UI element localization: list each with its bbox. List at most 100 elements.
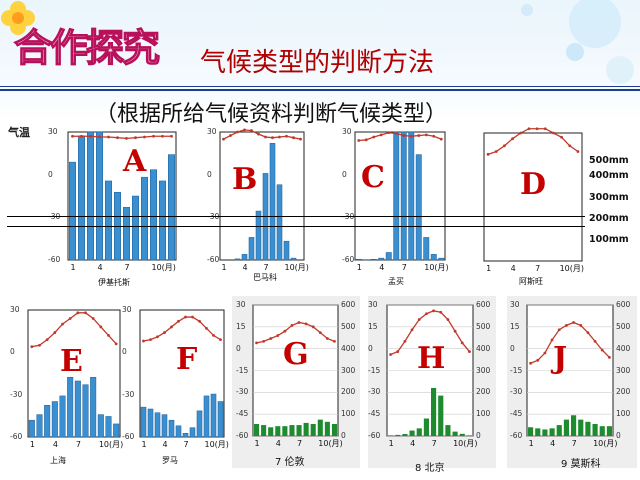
precipitation-bar: [241, 254, 248, 261]
temperature-line: [487, 128, 579, 155]
y2-tick-label: 400: [341, 343, 356, 353]
x-tick-label: 7: [76, 440, 81, 449]
precipitation-bar: [105, 416, 112, 438]
y2-tick-label: 300: [616, 365, 631, 375]
y2-tick-label: 200: [476, 387, 491, 397]
bubble-decoration: [566, 43, 584, 61]
x-tick-label: 1: [529, 439, 534, 448]
temperature-point: [432, 134, 436, 138]
y-tick-label: -60: [207, 255, 220, 264]
climate-chart-h: 1 4 7 10(月): [386, 304, 478, 448]
x-tick-label: 1: [486, 264, 491, 273]
y-tick-label: 30: [510, 300, 520, 309]
precipitation-bar: [147, 408, 154, 438]
temperature-point: [170, 134, 173, 138]
precipitation-bar: [248, 237, 255, 261]
temperature-point: [446, 318, 450, 321]
temperature-point: [576, 150, 580, 153]
banner-title: 合作探究: [13, 24, 160, 70]
precipitation-bar: [289, 425, 295, 436]
precipitation-bar: [563, 419, 569, 436]
temperature-point: [372, 135, 376, 139]
reference-label: 500mm: [589, 155, 629, 166]
climate-chart-e: 1 4 7 10(月): [27, 309, 123, 449]
temperature-point: [417, 134, 421, 137]
y-tick-label: -60: [236, 431, 249, 440]
y2-tick-label: 300: [476, 365, 491, 375]
temperature-point: [486, 152, 490, 156]
precipitation-bar: [196, 410, 203, 438]
precipitation-bar: [571, 415, 577, 436]
y-tick-label: 0: [207, 169, 212, 179]
precipitation-bar: [385, 252, 392, 261]
y-tick-label: 30: [368, 300, 378, 309]
temperature-point: [276, 334, 280, 337]
temperature-point: [142, 339, 145, 343]
temperature-line: [31, 312, 117, 348]
x-tick-label: 7: [184, 440, 189, 449]
y2-tick-label: 600: [341, 300, 356, 309]
y2-tick-label: 0: [616, 431, 621, 440]
temperature-point: [125, 137, 128, 140]
temperature-line: [390, 310, 470, 356]
precipitation-bar: [90, 376, 97, 438]
precipitation-bar: [140, 406, 147, 438]
y-tick-label: 0: [342, 169, 347, 179]
chart-letter: J: [553, 341, 568, 376]
y-tick-label: -60: [10, 432, 23, 441]
city-label: 伊基托斯: [98, 278, 130, 287]
temperature-point: [396, 350, 400, 353]
chart-letter: A: [123, 144, 147, 179]
reference-line: [7, 216, 585, 217]
x-tick-label: 1: [71, 263, 76, 272]
y2-tick-label: 400: [476, 343, 491, 353]
x-tick-label: 1: [389, 439, 394, 448]
x-tick-label: 1: [30, 440, 35, 449]
precipitation-bar: [388, 435, 394, 436]
temperature-point: [80, 134, 83, 138]
precipitation-bar: [370, 258, 377, 261]
header-divider: [0, 89, 640, 91]
precipitation-bar: [331, 423, 338, 436]
slide-subtitle: （根据所给气候资料判断气候类型）: [95, 102, 448, 127]
y-tick-label: -30: [368, 387, 381, 397]
temperature-point: [205, 326, 208, 330]
precipitation-bar: [431, 387, 437, 436]
precipitation-bar: [234, 258, 241, 261]
climate-chart-b: 1 4 7 10(月): [219, 128, 309, 272]
x-tick-label: 7: [297, 439, 302, 448]
temperature-point: [134, 136, 137, 140]
temperature-point: [229, 134, 232, 137]
temperature-point: [543, 351, 547, 355]
y-tick-label: -60: [122, 432, 135, 441]
temperature-point: [264, 135, 267, 139]
temperature-point: [425, 312, 428, 316]
temperature-point: [439, 137, 443, 141]
x-tick-label: 4: [276, 439, 281, 448]
temperature-point: [453, 329, 457, 333]
precipitation-bar: [28, 419, 35, 438]
y-tick-label: -15: [368, 365, 381, 375]
temperature-point: [250, 129, 253, 132]
precipitation-bar: [168, 419, 175, 438]
x-tick-label: 7: [432, 439, 437, 448]
y-tick-label: -30: [236, 387, 249, 397]
temperature-point: [156, 335, 159, 339]
temperature-point: [402, 134, 406, 137]
precipitation-bar: [402, 434, 408, 436]
temperature-point: [161, 134, 164, 138]
temperature-point: [550, 338, 554, 342]
precipitation-bar: [44, 405, 51, 438]
temperature-point: [325, 337, 329, 340]
precipitation-bar: [36, 414, 43, 438]
x-tick-label: 7: [535, 264, 540, 273]
y2-tick-label: 0: [341, 431, 346, 440]
x-tick-label: 7: [264, 263, 269, 272]
temperature-point: [278, 135, 281, 139]
precipitation-bar: [283, 240, 290, 261]
y-tick-label: -60: [368, 431, 381, 440]
chart-svg: 1 4 7 10(月): [526, 304, 618, 448]
temperature-point: [565, 323, 568, 327]
city-label: 孟买: [388, 277, 404, 286]
temperature-point: [557, 328, 561, 332]
